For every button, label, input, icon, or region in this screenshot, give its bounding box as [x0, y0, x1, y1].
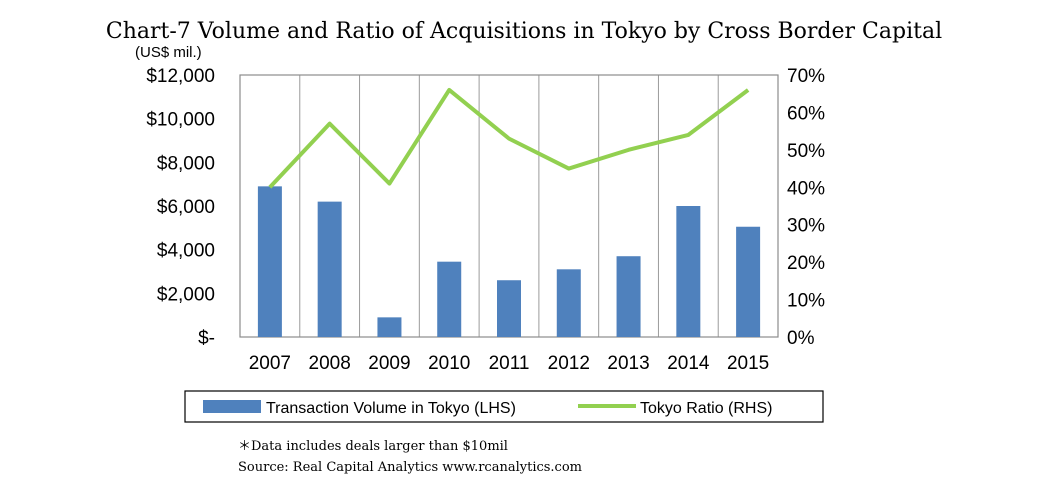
x-axis-tick-label: 2008	[309, 353, 351, 374]
chart-title: Chart-7 Volume and Ratio of Acquisitions…	[106, 19, 942, 44]
bar-2009	[377, 317, 402, 337]
right-axis-tick-label: 50%	[787, 141, 825, 162]
plot-area: $- $2,000 $4,000 $6,000 $8,000 $10,000 $12,000…	[146, 66, 825, 374]
bar-2014	[676, 206, 701, 337]
right-axis-tick-label: 60%	[787, 103, 825, 124]
legend-bar-label: Transaction Volume in Tokyo (LHS)	[266, 400, 516, 417]
bar-2012	[556, 269, 581, 337]
bar-2013	[616, 256, 641, 337]
bar-2007	[257, 186, 282, 337]
x-axis-tick-label: 2010	[428, 353, 470, 374]
right-axis-tick-label: 20%	[787, 253, 825, 274]
left-axis-unit-label: (US$ mil.)	[135, 44, 202, 61]
x-axis-tick-label: 2011	[489, 353, 530, 374]
x-axis-tick-label: 2014	[667, 353, 710, 374]
legend-box	[184, 390, 824, 423]
legend-line-label: Tokyo Ratio (RHS)	[640, 400, 772, 417]
right-axis-tick-label: 70%	[787, 66, 825, 87]
x-axis-tick-label: 2007	[249, 353, 291, 374]
x-axis-tick-label: 2012	[548, 353, 590, 374]
x-axis-tick-label: 2009	[368, 353, 410, 374]
x-axis-tick-label: 2013	[607, 353, 649, 374]
left-axis-tick-label: $12,000	[146, 66, 215, 87]
footnote: ＊Data includes deals larger than $10mil	[238, 439, 508, 454]
bar-2010	[437, 261, 462, 337]
legend-bar-swatch	[203, 400, 261, 413]
right-axis-tick-label: 0%	[787, 328, 815, 349]
bar-2011	[497, 280, 521, 337]
legend: Transaction Volume in Tokyo (LHS) Tokyo …	[184, 390, 824, 423]
left-axis-tick-label: $4,000	[157, 241, 215, 262]
bar-2015	[736, 226, 761, 337]
left-axis-tick-label: $6,000	[157, 197, 215, 218]
right-axis-tick-label: 40%	[787, 178, 825, 199]
right-axis-tick-label: 30%	[787, 216, 825, 237]
x-axis-tick-label: 2015	[727, 353, 769, 374]
source-note: Source: Real Capital Analytics www.rcana…	[238, 460, 582, 475]
left-axis-tick-label: $2,000	[157, 284, 215, 305]
right-axis-tick-label: 10%	[787, 291, 825, 312]
left-axis-tick-label: $10,000	[146, 110, 215, 131]
left-axis-tick-label: $8,000	[157, 153, 215, 174]
series-line-tokyo-ratio	[268, 87, 750, 189]
bar-2008	[317, 201, 342, 337]
left-axis-tick-label: $-	[198, 328, 215, 349]
